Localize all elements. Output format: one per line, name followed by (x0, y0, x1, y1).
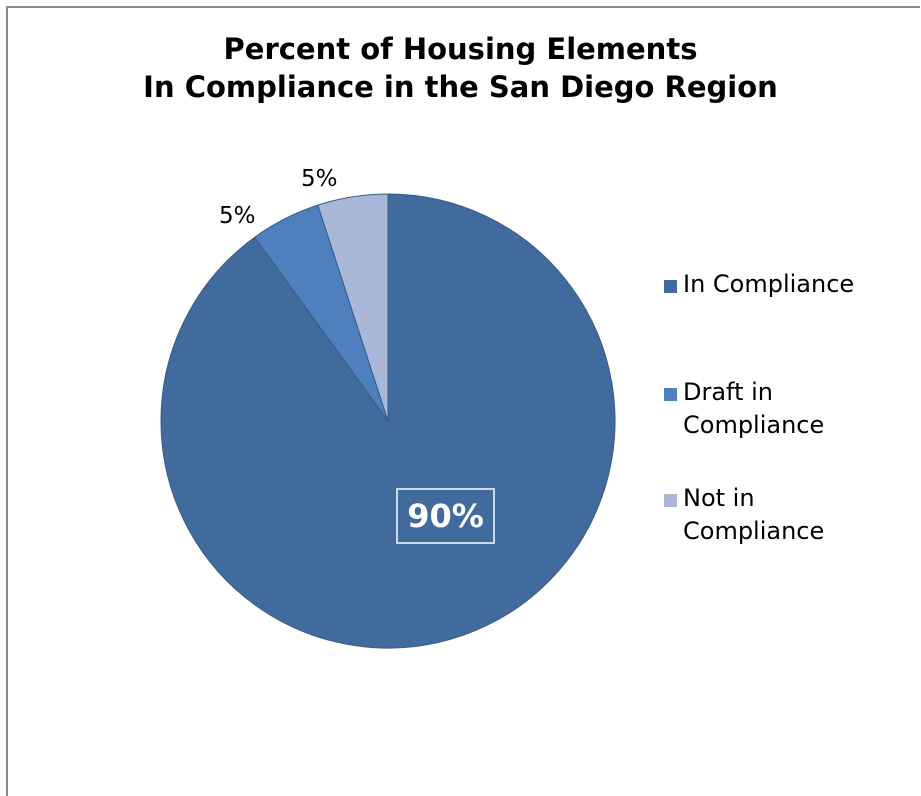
legend-label-line: Compliance (683, 517, 825, 545)
chart-title-line-2: In Compliance in the San Diego Region (143, 70, 778, 104)
legend-label-line: Compliance (683, 411, 825, 439)
pie-slice-not-in-compliance (317, 193, 389, 422)
slice-label-in-compliance: 90% (396, 488, 495, 544)
chart-title-line-1: Percent of Housing Elements (223, 32, 698, 66)
legend-swatch-draft-in-compliance (664, 388, 677, 401)
legend-label-not-in-compliance: Not in Compliance (683, 482, 913, 548)
slice-label-not-in-compliance: 5% (301, 166, 338, 192)
legend-label-line: Not in (683, 484, 755, 512)
legend-label-line: Draft in (683, 378, 773, 406)
legend-label-in-compliance: In Compliance (683, 268, 913, 301)
legend-swatch-in-compliance (664, 280, 677, 293)
legend-label-line: In Compliance (683, 270, 855, 298)
legend-swatch-not-in-compliance (664, 494, 677, 507)
slice-label-draft-in-compliance: 5% (219, 203, 256, 229)
chart-title: Percent of Housing Elements In Complianc… (0, 30, 921, 106)
legend-label-draft-in-compliance: Draft in Compliance (683, 376, 913, 442)
